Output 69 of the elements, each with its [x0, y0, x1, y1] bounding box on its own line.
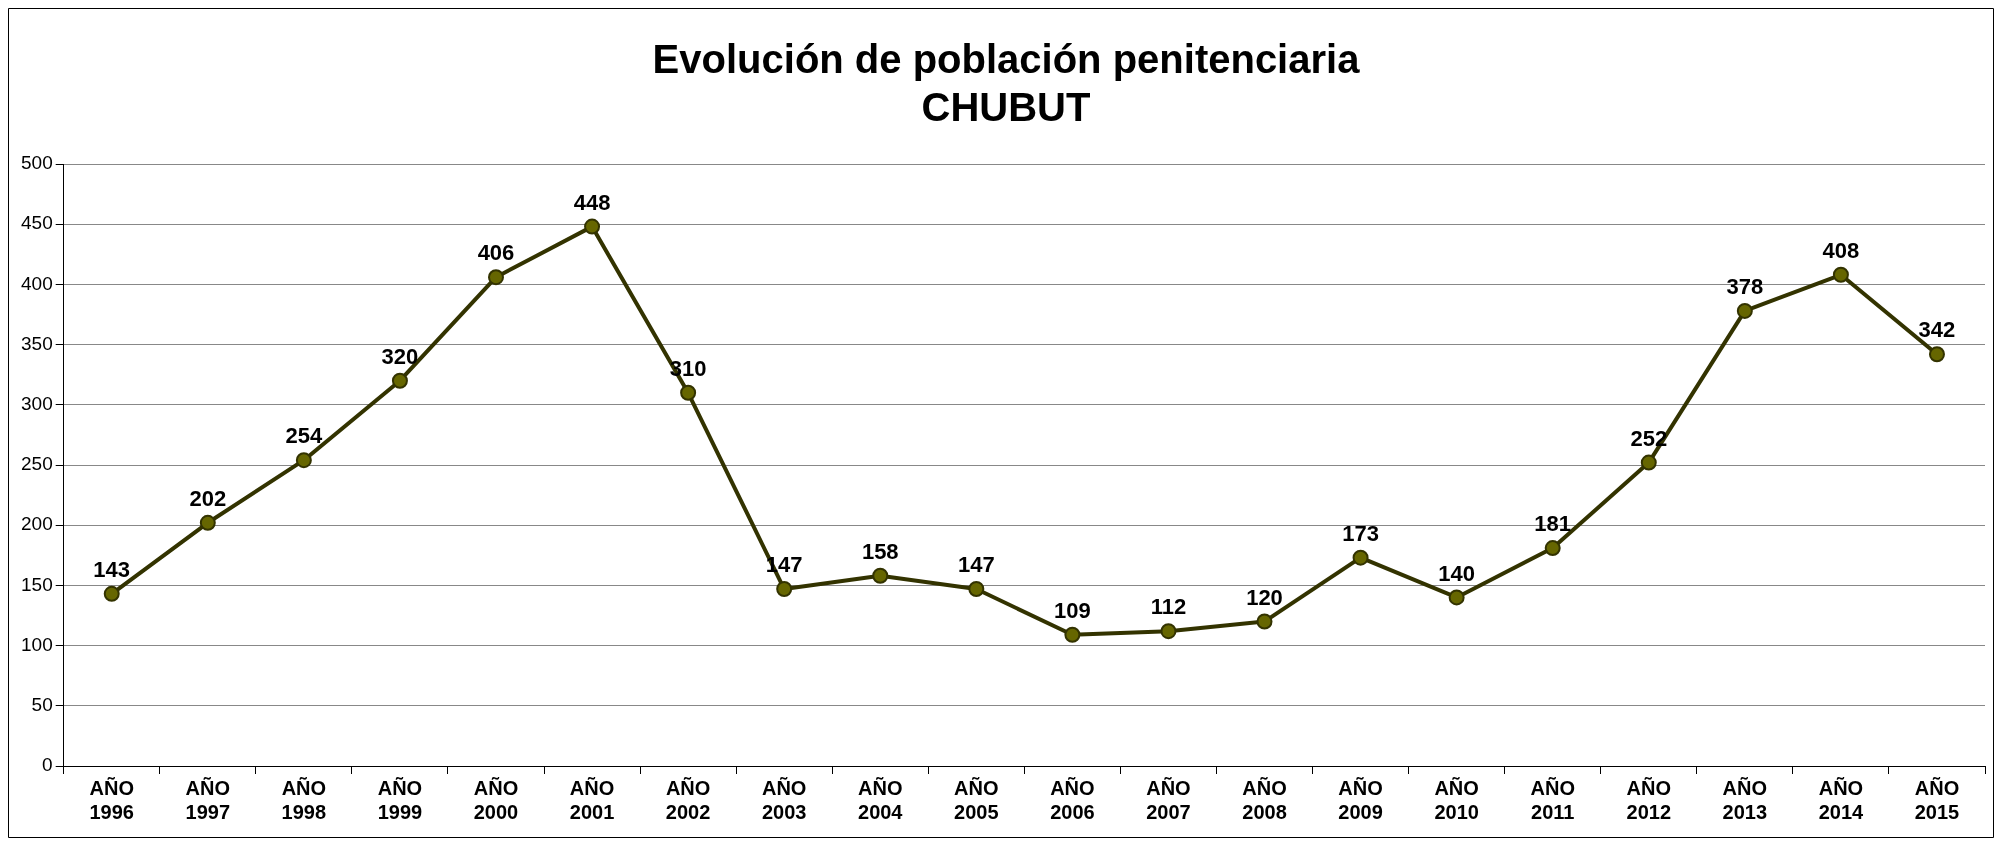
- y-tick-label: 150: [21, 573, 53, 595]
- data-label: 320: [381, 343, 419, 369]
- data-label: 140: [1438, 560, 1475, 586]
- x-tick-label: AÑO 2010: [1434, 776, 1479, 823]
- data-label: 181: [1534, 511, 1572, 537]
- x-tick-label: AÑO 1999: [377, 776, 423, 823]
- data-label: 448: [573, 189, 611, 215]
- y-tick-label: 300: [21, 393, 53, 415]
- x-tick-label: AÑO 2009: [1338, 776, 1383, 823]
- point: [1736, 302, 1753, 319]
- point: [295, 452, 312, 469]
- point: [968, 581, 985, 598]
- point: [872, 567, 889, 584]
- x-tick-label: AÑO 2001: [569, 776, 615, 823]
- y-tick-label: 0: [42, 754, 53, 776]
- data-label: 158: [861, 538, 899, 564]
- data-label: 406: [477, 240, 515, 266]
- y-tick-label: 400: [21, 272, 53, 294]
- data-label: 109: [1054, 597, 1091, 623]
- point: [1640, 454, 1657, 471]
- x-tick-label: AÑO 2007: [1146, 776, 1191, 823]
- data-label: 378: [1726, 273, 1764, 299]
- data-label: 342: [1918, 317, 1956, 343]
- x-tick-label: AÑO 2012: [1626, 776, 1672, 823]
- x-tick-label: AÑO 2006: [1050, 776, 1095, 823]
- point: [391, 372, 408, 389]
- x-tick-label: AÑO 2013: [1722, 776, 1768, 823]
- x-tick-label: AÑO 2011: [1530, 776, 1575, 823]
- point: [776, 581, 793, 598]
- x-tick-label: AÑO 2014: [1818, 776, 1865, 823]
- point: [199, 514, 216, 531]
- data-label: 147: [957, 552, 995, 578]
- x-tick-label: AÑO 1997: [185, 776, 231, 823]
- data-label: 112: [1150, 594, 1187, 620]
- point: [1352, 549, 1369, 566]
- point: [1544, 540, 1561, 557]
- y-tick-label: 100: [21, 633, 53, 655]
- point: [487, 269, 504, 286]
- y-tick-label: 50: [31, 694, 53, 716]
- y-tick-label: 350: [21, 332, 53, 354]
- chart-title: Evolución de población penitenciaria CHUBUT: [652, 37, 1361, 130]
- x-tick-label: AÑO 2003: [761, 776, 807, 823]
- point: [1832, 266, 1849, 283]
- x-tick-label: AÑO 1996: [89, 776, 134, 823]
- x-tick-label: AÑO 2005: [954, 776, 999, 823]
- data-label: 408: [1822, 237, 1860, 263]
- data-label: 202: [189, 485, 227, 511]
- y-tick-label: 500: [21, 152, 53, 174]
- point: [1448, 589, 1465, 606]
- point: [1064, 626, 1081, 643]
- point: [584, 218, 601, 235]
- x-tick-label: AÑO 2004: [858, 776, 904, 823]
- point: [680, 384, 697, 401]
- x-tick-label: AÑO 2002: [665, 776, 711, 823]
- x-tick-label: AÑO 2015: [1914, 776, 1960, 823]
- x-tick-label: AÑO 2000: [473, 776, 519, 823]
- point: [103, 585, 120, 602]
- point: [1256, 613, 1273, 630]
- y-tick-label: 200: [21, 513, 53, 535]
- x-tick-label: AÑO 1998: [281, 776, 327, 823]
- point: [1928, 346, 1945, 363]
- y-tick-label: 450: [21, 212, 53, 234]
- data-label: 173: [1342, 520, 1379, 546]
- data-label: 143: [93, 556, 131, 582]
- data-label: 120: [1246, 584, 1283, 610]
- data-label: 254: [285, 423, 323, 449]
- y-tick-label: 250: [21, 453, 53, 475]
- x-tick-label: AÑO 2008: [1242, 776, 1287, 823]
- point: [1160, 623, 1177, 640]
